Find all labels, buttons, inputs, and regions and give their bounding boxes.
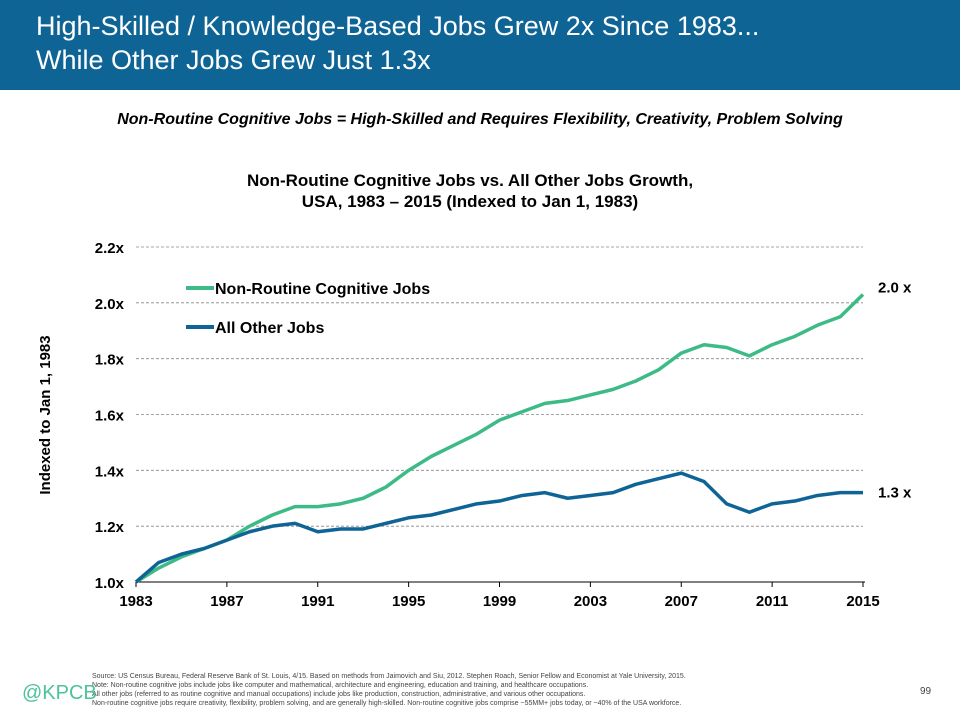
subtitle: Non-Routine Cognitive Jobs = High-Skille… bbox=[117, 111, 843, 128]
x-tick-label: 2003 bbox=[574, 593, 607, 610]
chart-title-line-1: Non-Routine Cognitive Jobs vs. All Other… bbox=[246, 171, 694, 190]
x-tick-label: 1999 bbox=[483, 593, 516, 610]
header-banner: High-Skilled / Knowledge-Based Jobs Grew… bbox=[0, 0, 960, 90]
kpcb-logo: @KPCB bbox=[22, 682, 97, 704]
y-tick-label: 2.2x bbox=[95, 240, 125, 257]
y-axis-label: Indexed to Jan 1, 1983 bbox=[37, 335, 54, 494]
footnote-note: Note: Non-routine cognitive jobs include… bbox=[92, 682, 589, 689]
end-value-label: 1.3 x bbox=[878, 485, 912, 502]
footnotes: Source: US Census Bureau, Federal Reserv… bbox=[92, 672, 686, 708]
y-tick-label: 1.0x bbox=[95, 575, 125, 592]
end-value-label: 2.0 x bbox=[878, 279, 912, 296]
legend-label: All Other Jobs bbox=[215, 320, 324, 337]
legend-label: Non-Routine Cognitive Jobs bbox=[215, 281, 430, 298]
x-tick-label: 2015 bbox=[846, 593, 879, 610]
footnote-source: Source: US Census Bureau, Federal Reserv… bbox=[92, 673, 686, 680]
x-tick-label: 2011 bbox=[756, 593, 789, 610]
y-tick-label: 1.8x bbox=[95, 352, 125, 369]
x-tick-label: 2007 bbox=[665, 593, 698, 610]
chart-title-line-2: USA, 1983 – 2015 (Indexed to Jan 1, 1983… bbox=[301, 192, 639, 211]
footnote-definition: Non-routine cognitive jobs require creat… bbox=[92, 700, 682, 707]
x-tick-label: 1991 bbox=[301, 593, 334, 610]
x-tick-label: 1987 bbox=[210, 593, 243, 610]
series-line-non-routine-cognitive bbox=[135, 293, 865, 584]
y-tick-label: 1.6x bbox=[95, 408, 125, 425]
y-tick-label: 1.4x bbox=[95, 463, 125, 480]
title-line-1: High-Skilled / Knowledge-Based Jobs Grew… bbox=[36, 11, 760, 41]
chart-title: Non-Routine Cognitive Jobs vs. All Other… bbox=[0, 170, 940, 212]
title-line-2: While Other Jobs Grew Just 1.3x bbox=[36, 45, 431, 75]
page-number: 99 bbox=[920, 686, 932, 697]
y-tick-label: 1.2x bbox=[95, 519, 125, 536]
x-tick-label: 1995 bbox=[392, 593, 425, 610]
x-tick-label: 1983 bbox=[119, 593, 152, 610]
footnote-other-jobs: All other jobs (referred to as routine c… bbox=[92, 691, 586, 698]
y-tick-label: 2.0x bbox=[95, 296, 125, 313]
